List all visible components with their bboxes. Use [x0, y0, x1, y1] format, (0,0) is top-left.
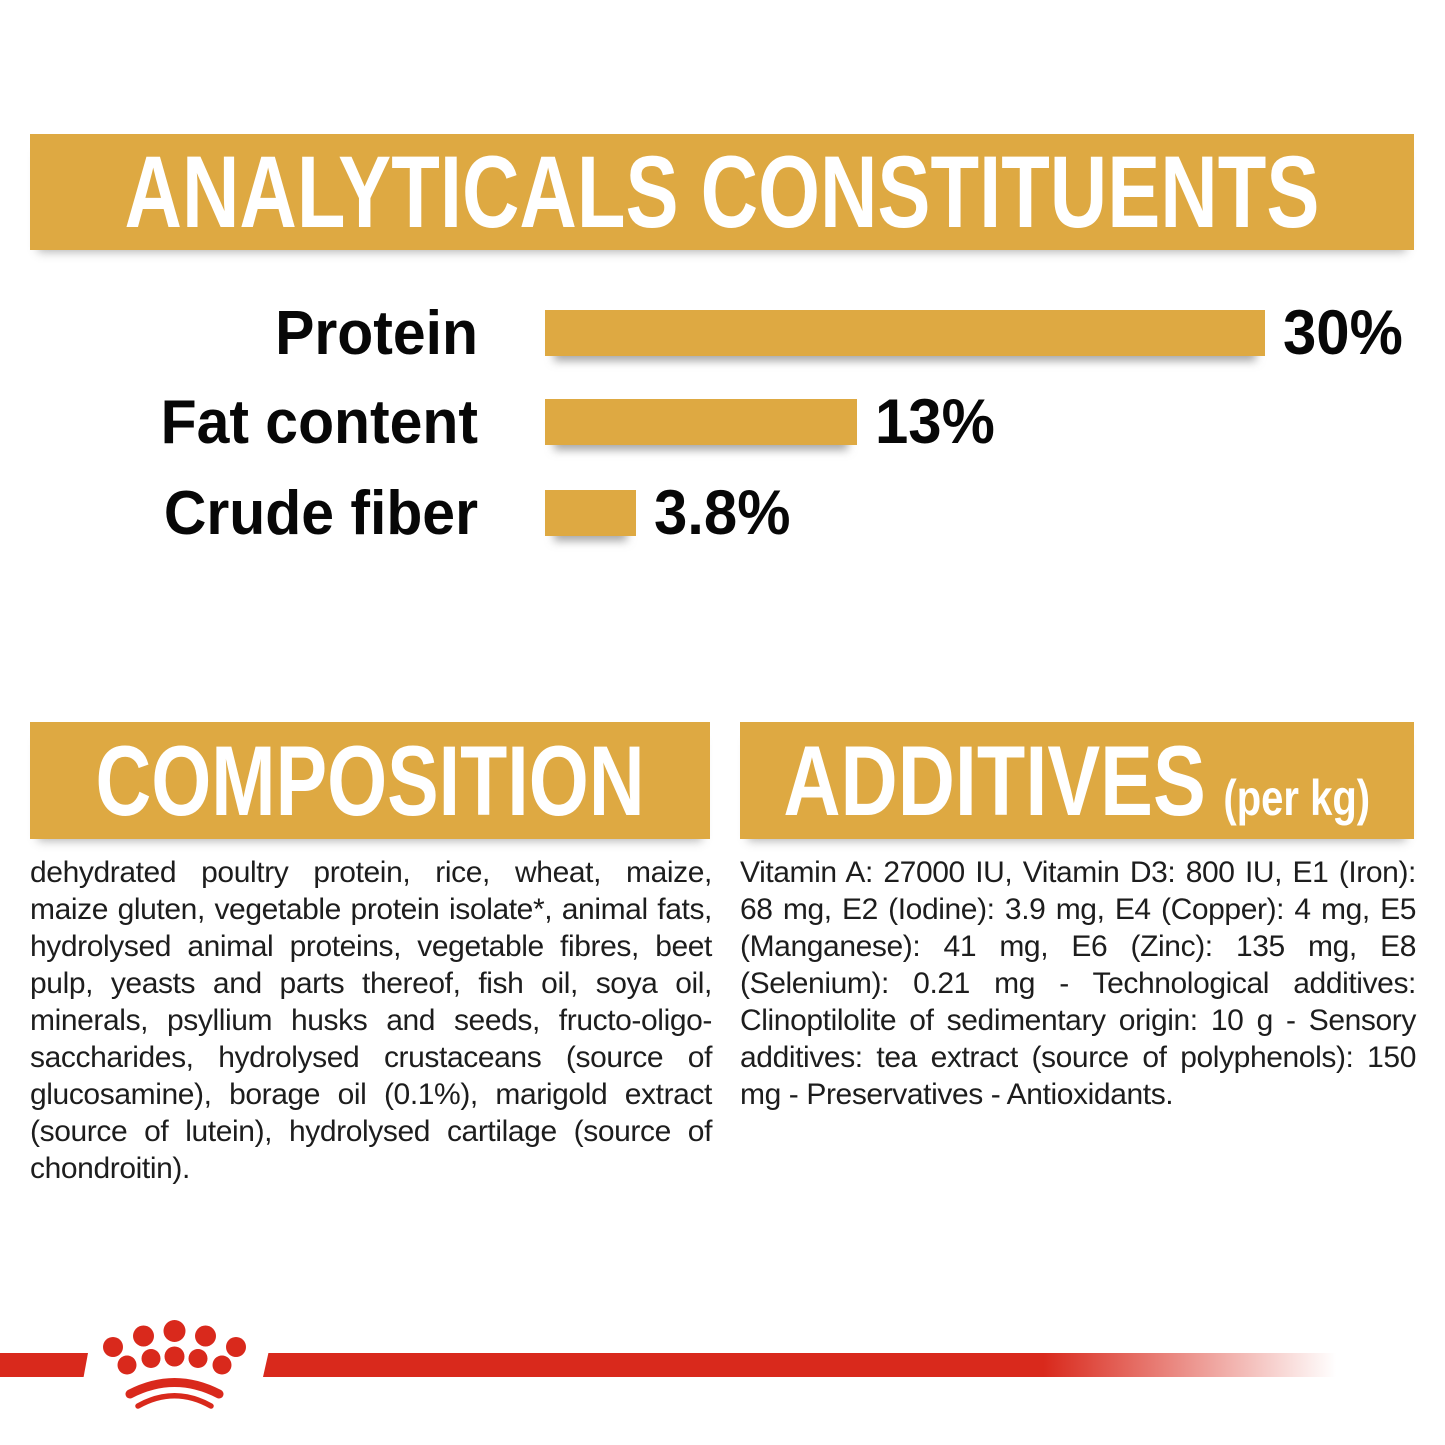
- analyticals-title: ANALYTICALS CONSTITUENTS: [124, 134, 1320, 249]
- composition-title: COMPOSITION: [95, 724, 645, 836]
- brand-stripe-left: [0, 1353, 88, 1377]
- bar-value-protein: 30%: [1283, 298, 1403, 368]
- bar-value-fat: 13%: [875, 387, 995, 457]
- additives-title-group: ADDITIVES (per kg): [784, 724, 1371, 838]
- analyticals-banner: ANALYTICALS CONSTITUENTS: [30, 134, 1414, 250]
- chart-row-fiber: Crude fiber 3.8%: [0, 476, 1445, 550]
- bar-label-fiber: Crude fiber: [163, 478, 478, 548]
- bar-value-fiber: 3.8%: [654, 478, 791, 548]
- chart-row-protein: Protein 30%: [0, 296, 1445, 370]
- additives-text: Vitamin A: 27000 IU, Vitamin D3: 800 IU,…: [740, 856, 1416, 1111]
- bar-fat: [545, 399, 857, 445]
- bar-label-protein: Protein: [275, 298, 478, 368]
- additives-title: ADDITIVES: [783, 724, 1207, 836]
- bar-label-fat: Fat content: [160, 387, 479, 457]
- additives-banner: ADDITIVES (per kg): [740, 722, 1414, 839]
- royal-canin-crown-icon: [103, 1320, 246, 1409]
- chart-row-fat: Fat content 13%: [0, 385, 1445, 459]
- bar-fiber: [545, 490, 636, 536]
- brand-stripe-right: [263, 1353, 1347, 1377]
- composition-banner: COMPOSITION: [30, 722, 710, 839]
- composition-text: dehydrated poultry protein, rice, wheat,…: [30, 856, 712, 1185]
- additives-unit-note: (per kg): [1223, 769, 1371, 826]
- bar-protein: [545, 310, 1265, 356]
